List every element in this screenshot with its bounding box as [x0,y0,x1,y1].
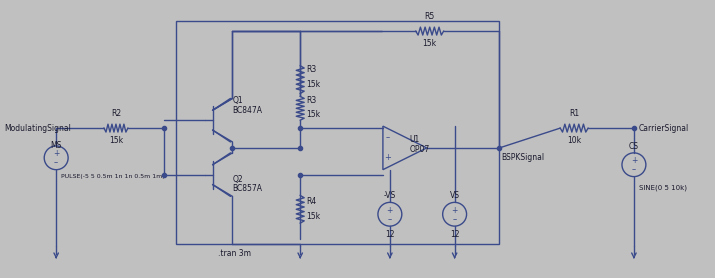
Bar [176,21,500,244]
Text: SINE(0 5 10k): SINE(0 5 10k) [639,185,687,191]
Text: –: – [388,215,392,224]
Text: +: + [451,206,458,215]
Text: –: – [632,165,636,174]
Text: CS: CS [629,142,639,151]
Text: 15k: 15k [306,212,320,221]
Text: BC857A: BC857A [232,184,262,193]
Text: 15k: 15k [109,136,123,145]
Text: –: – [453,215,457,224]
Text: R3: R3 [306,65,317,74]
Text: VS: VS [450,191,460,200]
Text: BC847A: BC847A [232,106,262,115]
Text: 10k: 10k [567,136,581,145]
Text: –: – [386,133,390,143]
Text: 15k: 15k [306,110,320,119]
Text: U1: U1 [410,135,420,145]
Text: R2: R2 [111,109,121,118]
Text: 12: 12 [450,230,459,239]
Text: ModulatingSignal: ModulatingSignal [4,124,72,133]
Text: 15k: 15k [423,39,437,48]
Text: .tran 3m: .tran 3m [217,249,250,258]
Text: PULSE(-5 5 0.5m 1n 1n 0.5m 1m): PULSE(-5 5 0.5m 1n 1n 0.5m 1m) [61,174,164,179]
Text: +: + [631,156,637,165]
Text: +: + [385,153,391,162]
Text: Q2: Q2 [232,175,243,184]
Text: MS: MS [51,141,62,150]
Text: 12: 12 [385,230,395,239]
Text: R1: R1 [569,109,579,118]
Text: R3: R3 [306,96,317,105]
Text: BSPKSignal: BSPKSignal [501,153,545,162]
Text: CarrierSignal: CarrierSignal [639,124,689,133]
Text: +: + [387,206,393,215]
Text: Q1: Q1 [232,96,243,105]
Text: 15k: 15k [306,80,320,89]
Text: OP07: OP07 [410,145,430,154]
Text: R5: R5 [425,12,435,21]
Text: –: – [54,158,59,167]
Text: R4: R4 [306,197,317,206]
Text: +: + [53,149,59,158]
Text: -VS: -VS [384,191,396,200]
